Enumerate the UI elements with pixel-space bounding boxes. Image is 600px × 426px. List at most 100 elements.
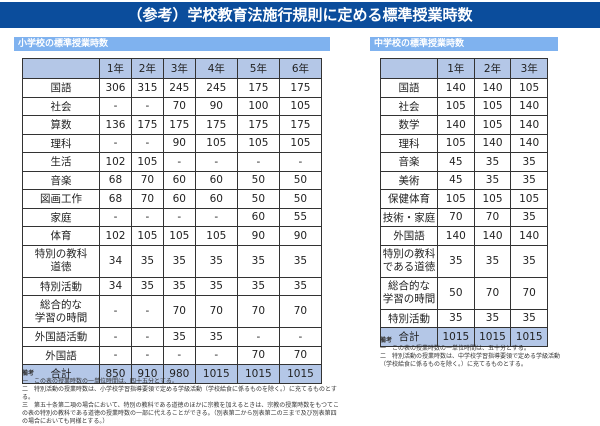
hours-cell: 35 bbox=[162, 327, 196, 347]
hours-cell: 35 bbox=[510, 308, 548, 328]
hours-cell: 35 bbox=[473, 152, 512, 172]
hours-cell: 910 bbox=[130, 364, 164, 384]
hours-cell: 105 bbox=[437, 189, 475, 209]
table-row: 図画工作 68 70 60 60 50 50 bbox=[22, 189, 323, 209]
table-row: 特別活動 34 35 35 35 35 35 bbox=[22, 276, 323, 296]
subject-cell: 体育 bbox=[22, 226, 100, 246]
junior-heading: 中学校の標準授業時数 bbox=[370, 37, 558, 51]
hours-cell: 175 bbox=[278, 78, 323, 98]
junior-hours-table: 1年 2年 3年 国語 140 140 105 社会 105 105 140 数学 140 105 140 理… bbox=[380, 58, 548, 347]
table-row: 算数 136 175 175 175 175 175 bbox=[22, 115, 323, 135]
hours-cell: 105 bbox=[437, 133, 475, 153]
hours-cell: 102 bbox=[99, 152, 132, 172]
subject-cell: 外国語 bbox=[22, 345, 100, 365]
hours-cell: 50 bbox=[236, 189, 280, 209]
hours-cell: 35 bbox=[162, 276, 196, 296]
corner-cell bbox=[380, 58, 438, 79]
hours-cell: 980 bbox=[162, 364, 196, 384]
table-row: 美術 45 35 35 bbox=[380, 170, 548, 190]
hours-cell: 850 bbox=[99, 364, 132, 384]
hours-cell: 140 bbox=[510, 226, 548, 246]
subject-cell: 理科 bbox=[22, 133, 100, 153]
hours-cell: 140 bbox=[473, 78, 512, 98]
hours-cell: 70 bbox=[473, 276, 512, 310]
hours-cell: 140 bbox=[510, 115, 548, 135]
hours-cell: 1015 bbox=[236, 364, 280, 384]
hours-cell: 105 bbox=[510, 189, 548, 209]
elementary-heading: 小学校の標準授業時数 bbox=[14, 37, 330, 51]
subject-cell: 生活 bbox=[22, 152, 100, 172]
hours-cell: 105 bbox=[437, 96, 475, 116]
table-row: 理科 - -90 105 105 105 bbox=[22, 133, 323, 153]
hours-cell: 60 bbox=[194, 170, 238, 190]
subject-cell: 音楽 bbox=[22, 170, 100, 190]
hours-cell: 175 bbox=[194, 115, 238, 135]
hours-cell: 45 bbox=[437, 170, 475, 190]
hours-cell: 35 bbox=[473, 244, 512, 278]
hours-cell: 90 bbox=[278, 226, 323, 246]
hours-cell: 35 bbox=[510, 170, 548, 190]
note: 一 この表の授業時数の一単位時間は、四十五分とする。 bbox=[22, 378, 178, 385]
note: 三 第五十条第二項の場合において、特別の教科である道徳のほかに宗教を加えるときは… bbox=[22, 402, 340, 425]
note: 二 特別活動の授業時数は、中学校学習指導要領で定める学級活動（学校給食に係るもの… bbox=[380, 353, 561, 368]
hours-cell: 55 bbox=[278, 207, 323, 227]
hours-cell: 140 bbox=[437, 78, 475, 98]
hours-cell: 175 bbox=[236, 78, 280, 98]
table-row: 総合的な 学習の時間 - -70 70 70 70 bbox=[22, 295, 323, 328]
hours-cell: - bbox=[99, 327, 132, 347]
subject-cell: 総合的な 学習の時間 bbox=[22, 295, 100, 328]
hours-cell: 175 bbox=[162, 115, 196, 135]
subject-cell: 外国語活動 bbox=[22, 327, 100, 347]
hours-cell: - bbox=[130, 133, 164, 153]
total-row: 合計 850 910 980 1015 1015 1015 bbox=[22, 364, 323, 384]
hours-cell: - bbox=[194, 345, 238, 365]
table-row: 音楽 68 70 60 60 50 50 bbox=[22, 170, 323, 190]
hours-cell: 35 bbox=[194, 327, 238, 347]
hours-cell: 70 bbox=[130, 189, 164, 209]
hours-cell: 70 bbox=[510, 276, 548, 310]
hours-cell: 105 bbox=[194, 226, 238, 246]
hours-cell: 105 bbox=[473, 96, 512, 116]
hours-cell: 315 bbox=[130, 78, 164, 98]
table-row: 家庭 - - - -60 55 bbox=[22, 207, 323, 227]
hours-cell: 70 bbox=[236, 345, 280, 365]
hours-cell: 60 bbox=[162, 189, 196, 209]
column-header: 3年 bbox=[510, 58, 548, 79]
subject-cell: 特別活動 bbox=[380, 308, 438, 328]
table-row: 体育 102 105 105 105 90 90 bbox=[22, 226, 323, 246]
hours-cell: 35 bbox=[473, 170, 512, 190]
table-row: 特別の教科 である道徳 35 35 35 bbox=[380, 244, 548, 278]
hours-cell: 140 bbox=[437, 226, 475, 246]
table-row: 技術・家庭 70 70 35 bbox=[380, 207, 548, 227]
hours-cell: - bbox=[130, 96, 164, 116]
hours-cell: - bbox=[162, 152, 196, 172]
hours-cell: 245 bbox=[194, 78, 238, 98]
hours-cell: 1015 bbox=[278, 364, 323, 384]
subject-cell: 図画工作 bbox=[22, 189, 100, 209]
column-header: 1年 bbox=[99, 58, 132, 79]
subject-cell: 数学 bbox=[380, 115, 438, 135]
subject-cell: 合計 bbox=[380, 327, 438, 347]
subject-cell: 特別活動 bbox=[22, 276, 100, 296]
hours-cell: 35 bbox=[162, 244, 196, 278]
hours-cell: 50 bbox=[437, 276, 475, 310]
table-row: 音楽 45 35 35 bbox=[380, 152, 548, 172]
hours-cell: 90 bbox=[194, 96, 238, 116]
hours-cell: 35 bbox=[194, 276, 238, 296]
page-title: （参考）学校教育法施行規則に定める標準授業時数 bbox=[0, 2, 600, 28]
hours-cell: 68 bbox=[99, 170, 132, 190]
subject-cell: 国語 bbox=[22, 78, 100, 98]
notes-heading: 備考 bbox=[22, 370, 35, 377]
hours-cell: 35 bbox=[510, 207, 548, 227]
table-row: 特別の教科 道徳 34 35 35 35 35 35 bbox=[22, 244, 323, 278]
table-row: 国語 140 140 105 bbox=[380, 78, 548, 98]
hours-cell: 68 bbox=[99, 189, 132, 209]
hours-cell: 70 bbox=[194, 295, 238, 328]
hours-cell: 35 bbox=[236, 276, 280, 296]
hours-cell: 1015 bbox=[473, 327, 512, 347]
total-row: 合計 1015 1015 1015 bbox=[380, 327, 548, 347]
subject-cell: 国語 bbox=[380, 78, 438, 98]
hours-cell: - bbox=[194, 152, 238, 172]
hours-cell: 140 bbox=[510, 133, 548, 153]
hours-cell: 50 bbox=[278, 170, 323, 190]
